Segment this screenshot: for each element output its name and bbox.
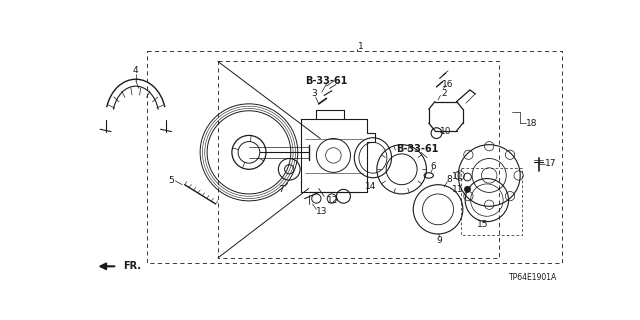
- Text: 8: 8: [446, 175, 452, 184]
- Text: 10: 10: [440, 127, 452, 136]
- Text: 12: 12: [327, 196, 339, 204]
- Text: 4: 4: [133, 66, 139, 75]
- Text: 5: 5: [168, 176, 174, 185]
- Text: 2: 2: [442, 89, 447, 98]
- Text: 14: 14: [365, 182, 376, 191]
- Text: 13: 13: [316, 207, 328, 216]
- Text: 11: 11: [452, 185, 464, 194]
- Text: 3: 3: [311, 89, 317, 98]
- Text: 11: 11: [452, 172, 464, 181]
- Text: B-33-61: B-33-61: [305, 76, 348, 86]
- Text: 1: 1: [358, 42, 364, 51]
- Text: 17: 17: [545, 159, 556, 168]
- Text: 16: 16: [442, 80, 454, 89]
- Text: TP64E1901A: TP64E1901A: [509, 273, 557, 282]
- Text: 6: 6: [431, 162, 436, 171]
- Circle shape: [465, 186, 470, 192]
- Text: FR.: FR.: [123, 260, 141, 270]
- Text: 15: 15: [477, 220, 489, 229]
- Text: 9: 9: [436, 236, 442, 245]
- Text: B-33-61: B-33-61: [396, 143, 438, 154]
- Text: 18: 18: [526, 119, 538, 128]
- Text: 7: 7: [278, 185, 284, 194]
